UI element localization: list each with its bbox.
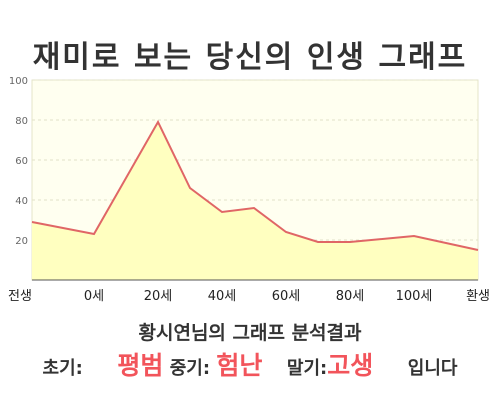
late-value: 고생 bbox=[327, 351, 374, 380]
x-tick-label: 20세 bbox=[144, 289, 173, 304]
x-tick-label: 80세 bbox=[336, 289, 365, 304]
y-tick-label: 40 bbox=[15, 196, 28, 207]
x-tick-label: 40세 bbox=[208, 289, 237, 304]
y-axis-ticks: 20 40 60 80 100 bbox=[9, 76, 28, 247]
analysis-caption: 황시연님의 그래프 분석결과 bbox=[138, 322, 362, 344]
x-tick-label: 0세 bbox=[84, 289, 104, 304]
middle-value: 험난 bbox=[216, 351, 263, 380]
analysis-summary: 초기: 평범 중기: 험난 말기:고생 입니다 bbox=[0, 346, 500, 382]
x-axis-ticks: 전생 0세 20세 40세 60세 80세 100세 환생 bbox=[8, 289, 490, 304]
y-tick-label: 20 bbox=[15, 236, 28, 247]
y-tick-label: 80 bbox=[15, 116, 28, 127]
x-tick-label: 60세 bbox=[272, 289, 301, 304]
x-tick-label: 환생 bbox=[466, 289, 490, 304]
life-graph-chart: 20 40 60 80 100 전생 0세 20세 40세 60세 80세 100세 환생 bbox=[8, 76, 490, 304]
early-label: 초기: bbox=[42, 358, 83, 379]
x-tick-label: 전생 bbox=[8, 289, 32, 304]
chart-title: 재미로 보는 당신의 인생 그래프 bbox=[32, 40, 468, 75]
y-tick-label: 60 bbox=[15, 156, 28, 167]
y-tick-label: 100 bbox=[9, 76, 28, 87]
x-tick-label: 100세 bbox=[396, 289, 433, 304]
middle-label: 중기: bbox=[169, 358, 211, 379]
late-label: 말기: bbox=[286, 358, 328, 379]
ending-text: 입니다 bbox=[407, 358, 458, 379]
early-value: 평범 bbox=[117, 351, 164, 380]
